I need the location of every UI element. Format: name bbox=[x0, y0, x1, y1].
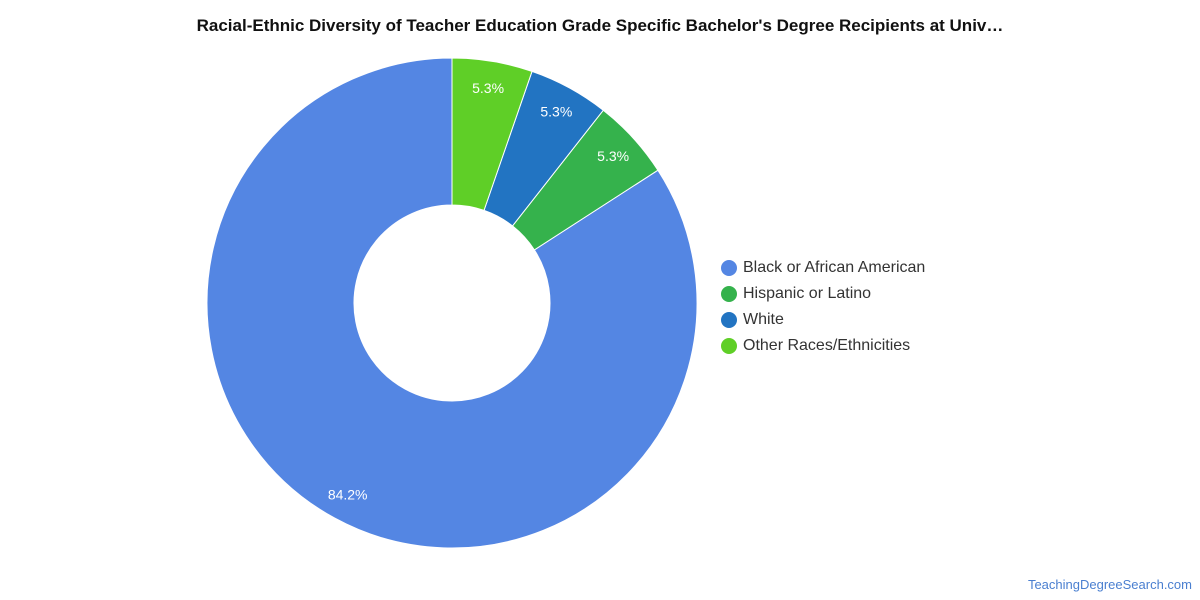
chart-title: Racial-Ethnic Diversity of Teacher Educa… bbox=[196, 16, 1004, 35]
legend-label: Hispanic or Latino bbox=[743, 285, 872, 302]
legend-swatch-icon bbox=[721, 338, 737, 354]
legend-swatch-icon bbox=[721, 286, 737, 302]
legend-item-other-races-ethnicities[interactable]: Other Races/Ethnicities bbox=[721, 333, 925, 359]
legend-item-hispanic-or-latino[interactable]: Hispanic or Latino bbox=[721, 281, 925, 307]
slice-value-label: 5.3% bbox=[540, 104, 572, 120]
legend-label: White bbox=[743, 311, 784, 328]
legend-label: Black or African American bbox=[743, 259, 926, 276]
slice-other-races-ethnicities[interactable] bbox=[451, 57, 533, 212]
legend-item-white[interactable]: White bbox=[721, 307, 925, 333]
slice-value-label: 84.2% bbox=[328, 486, 368, 502]
slice-value-label: 5.3% bbox=[472, 80, 504, 96]
legend-swatch-icon bbox=[721, 260, 737, 276]
slice-value-label: 5.3% bbox=[597, 148, 629, 164]
legend-swatch-icon bbox=[721, 312, 737, 328]
legend-label: Other Races/Ethnicities bbox=[743, 337, 911, 354]
slice-black-or-african-american[interactable] bbox=[206, 57, 698, 549]
chart-legend: Black or African American Hispanic or La… bbox=[721, 255, 925, 359]
legend-item-black-or-african-american[interactable]: Black or African American bbox=[721, 255, 925, 281]
source-link[interactable]: TeachingDegreeSearch.com bbox=[1027, 577, 1192, 592]
